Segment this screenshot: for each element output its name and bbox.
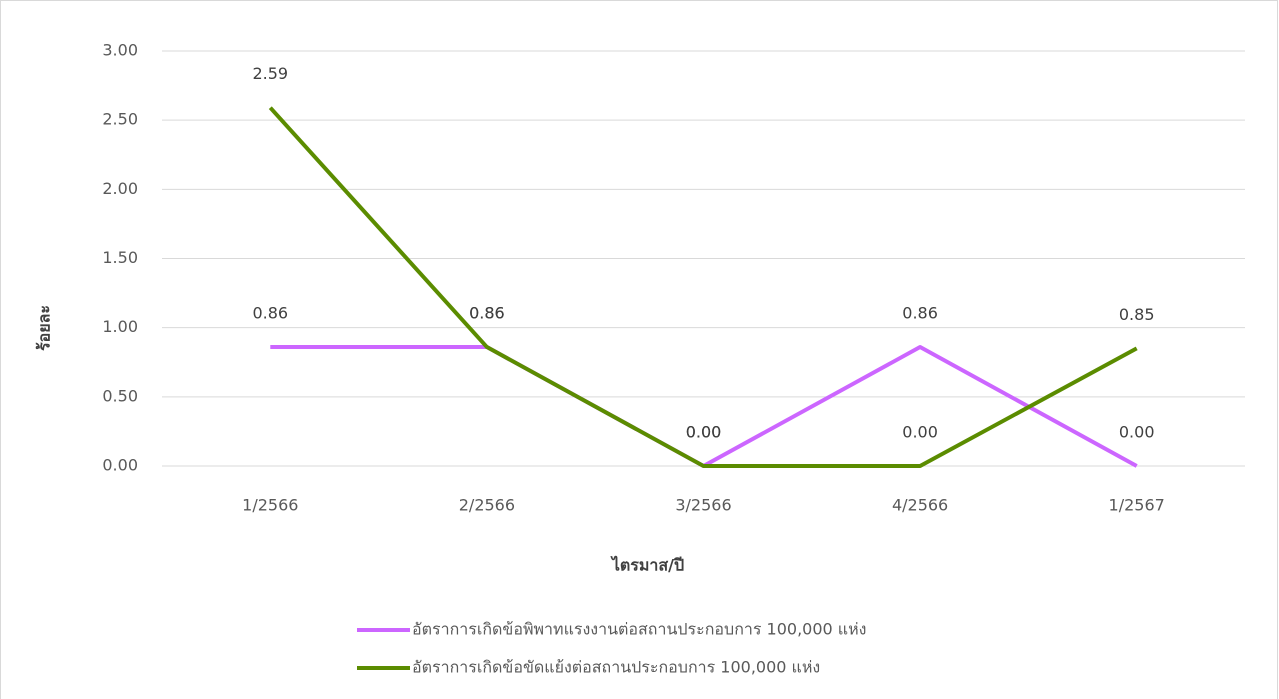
data-label: 0.00 [686,423,722,442]
data-label: 0.00 [1119,423,1155,442]
y-tick-label: 2.00 [102,179,138,198]
data-label: 0.00 [902,423,938,442]
legend-label: อัตราการเกิดข้อพิพาทแรงงานต่อสถานประกอบก… [412,620,866,639]
series-line [268,106,1138,468]
data-label: 0.85 [1119,305,1155,324]
y-tick-label: 0.00 [102,456,138,475]
y-tick-label: 3.00 [102,41,138,60]
x-tick-label: 1/2566 [242,496,298,515]
x-axis-title: ไตรมาส/ปี [610,556,684,575]
y-tick-label: 0.50 [102,386,138,405]
y-axis-title: ร้อยละ [35,305,54,351]
y-tick-label: 2.50 [102,110,138,129]
data-label: 0.00 [686,423,722,442]
x-tick-label: 4/2566 [892,496,948,515]
x-tick-label: 1/2567 [1109,496,1165,515]
legend-label: อัตราการเกิดข้อขัดแย้งต่อสถานประกอบการ 1… [412,658,820,677]
x-tick-label: 3/2566 [675,496,731,515]
data-label: 0.86 [252,304,288,323]
data-label: 2.59 [252,64,288,83]
data-label: 0.86 [469,304,505,323]
y-tick-label: 1.00 [102,317,138,336]
y-tick-label: 1.50 [102,248,138,267]
data-label: 0.86 [469,304,505,323]
x-tick-label: 2/2566 [459,496,515,515]
data-label: 0.86 [902,304,938,323]
